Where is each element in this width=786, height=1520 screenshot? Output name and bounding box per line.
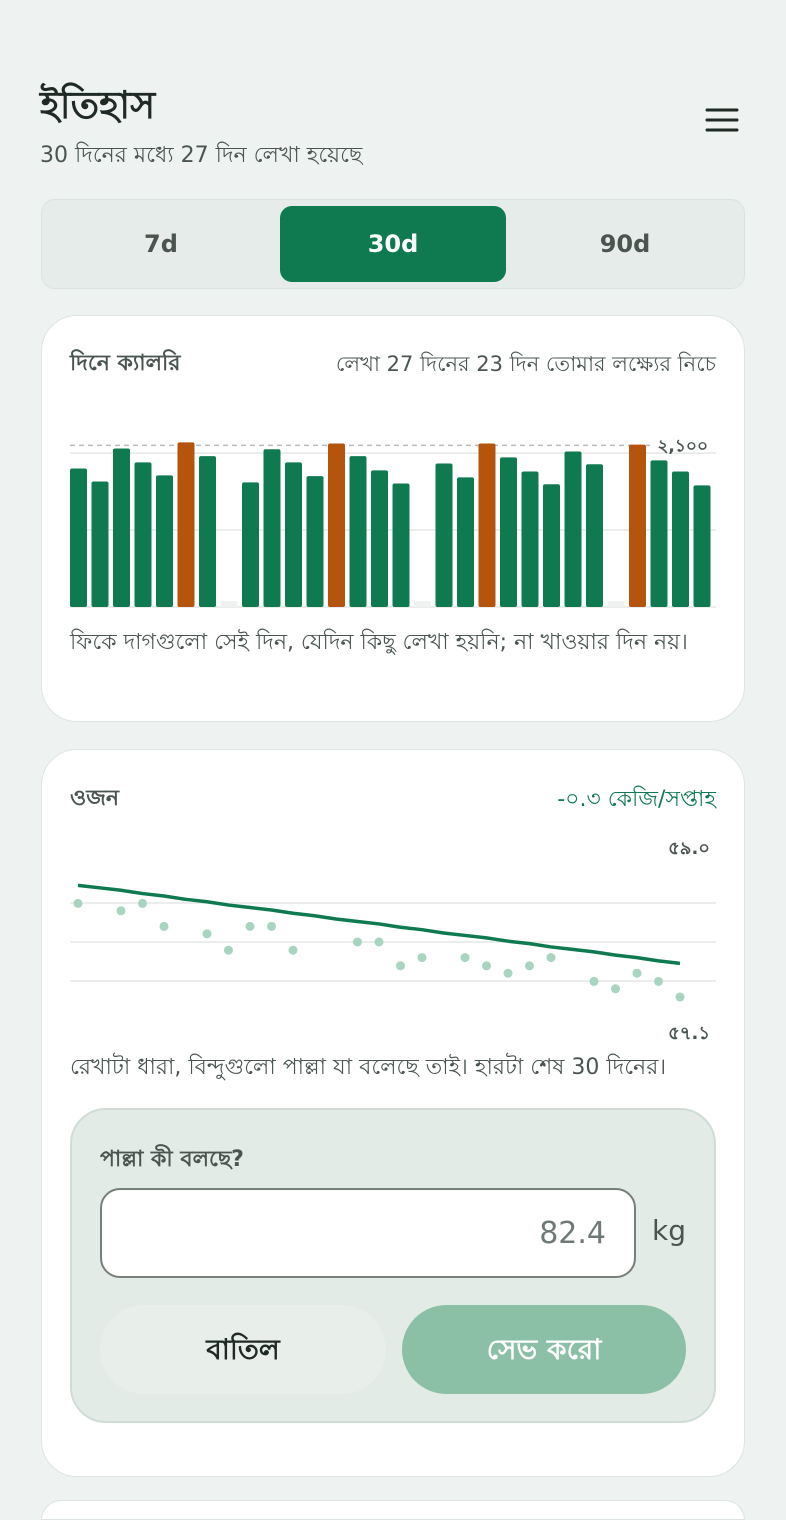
card-title: ওজন — [70, 786, 120, 811]
page-title: ইতিহাস — [40, 83, 156, 127]
menu-icon[interactable] — [704, 106, 740, 136]
next-card — [41, 1500, 745, 1520]
save-button[interactable]: সেভ করো — [402, 1305, 686, 1394]
cancel-button[interactable]: বাতিল — [100, 1305, 386, 1394]
unit-label: kg — [652, 1214, 686, 1247]
weight-rate: -০.৩ কেজি/সপ্তাহ — [557, 787, 716, 812]
range-tab[interactable]: 90d — [599, 230, 651, 258]
range-tab[interactable]: 30d — [280, 206, 506, 282]
subtitle: 30 দিনের মধ্যে 27 দিন লেখা হয়েছে — [40, 143, 363, 168]
card-title: দিনে ক্যালরি — [70, 351, 181, 376]
form-label: পাল্লা কী বলছে? — [100, 1147, 244, 1172]
range-tabs: 7d 30d 90d — [41, 199, 745, 289]
weight-input[interactable]: 82.4 — [100, 1188, 636, 1278]
card-note: ফিকে দাগগুলো সেই দিন, যেদিন কিছু লেখা হয… — [70, 630, 688, 655]
range-tab[interactable]: 7d — [144, 230, 178, 258]
card-note: রেখাটা ধারা, বিন্দুগুলো পাল্লা যা বলেছে … — [70, 1055, 667, 1080]
card-summary: লেখা 27 দিনের 23 দিন তোমার লক্ষ্যের নিচে — [335, 352, 716, 376]
